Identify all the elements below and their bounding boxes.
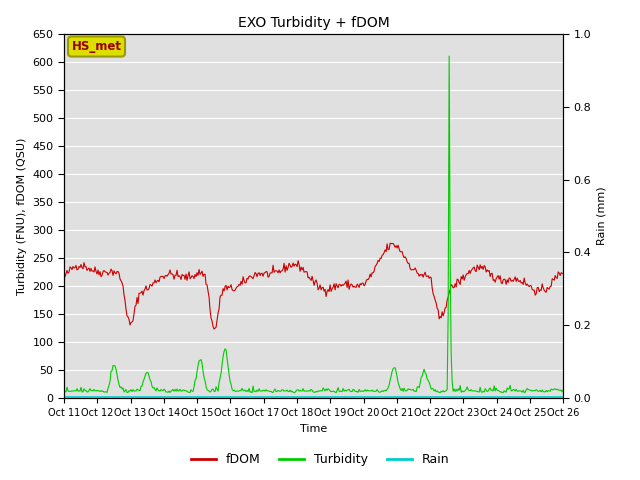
Y-axis label: Rain (mm): Rain (mm) xyxy=(597,187,607,245)
Legend: fDOM, Turbidity, Rain: fDOM, Turbidity, Rain xyxy=(186,448,454,471)
X-axis label: Time: Time xyxy=(300,424,327,433)
Text: HS_met: HS_met xyxy=(72,40,122,53)
Y-axis label: Turbidity (FNU), fDOM (QSU): Turbidity (FNU), fDOM (QSU) xyxy=(17,137,27,295)
Title: EXO Turbidity + fDOM: EXO Turbidity + fDOM xyxy=(237,16,390,30)
